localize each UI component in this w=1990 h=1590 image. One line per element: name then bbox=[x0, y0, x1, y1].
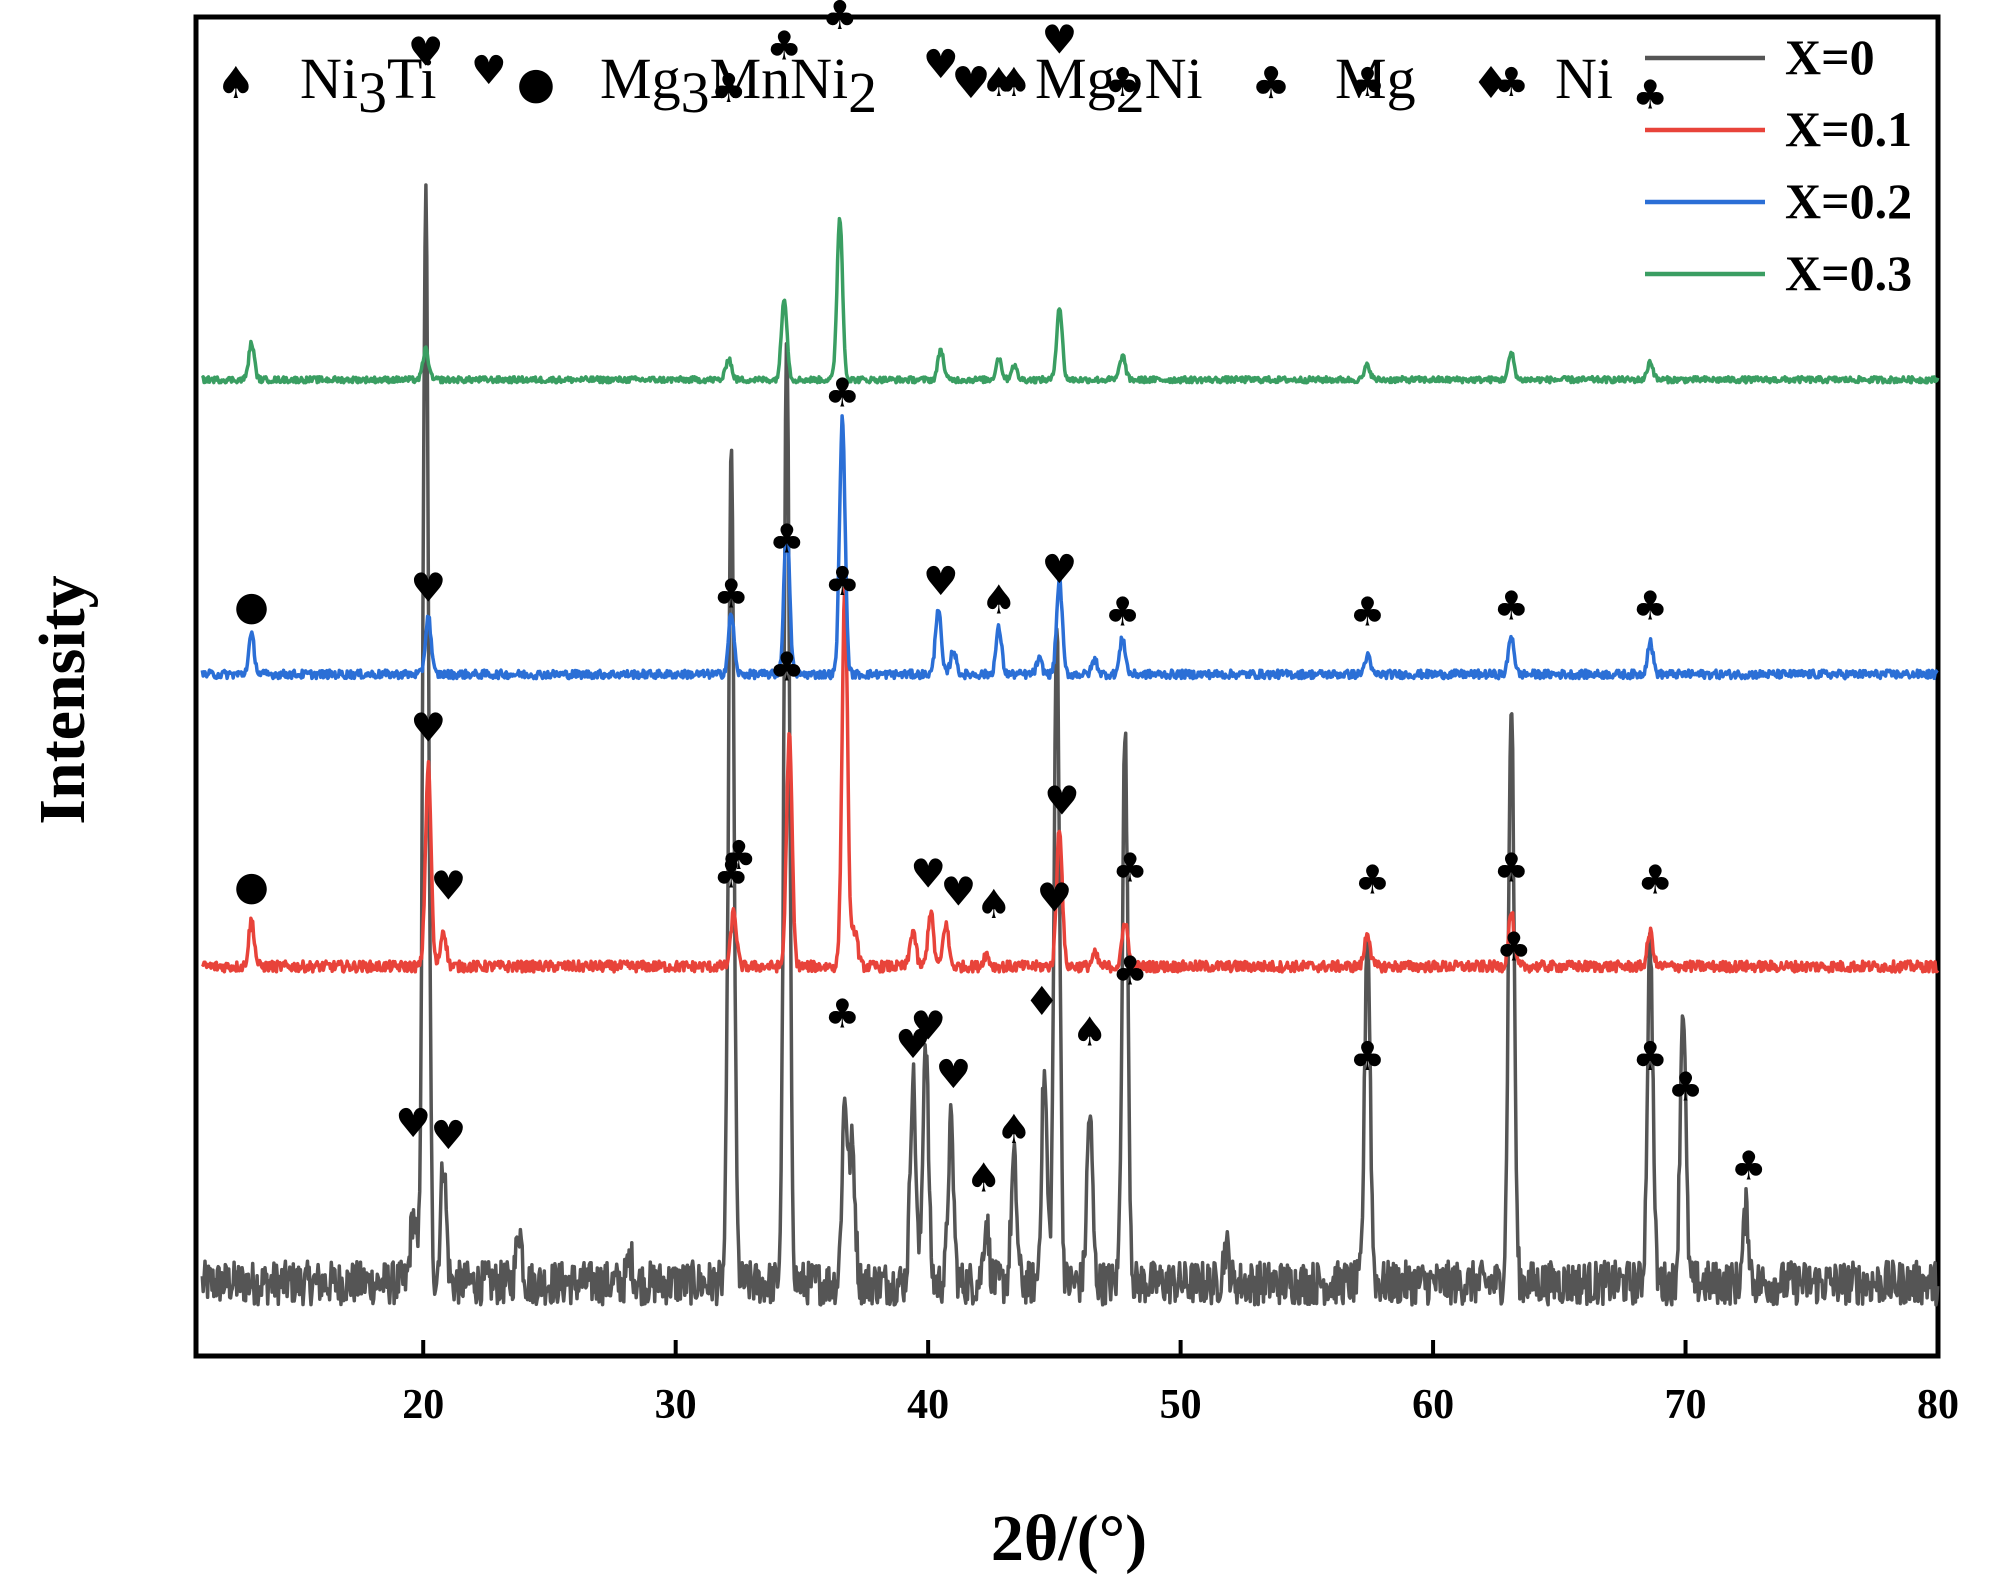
peak-marker: ♣ bbox=[824, 371, 860, 417]
legend-label: X=0.3 bbox=[1785, 245, 1912, 301]
peak-marker: ♣ bbox=[1355, 857, 1391, 903]
peak-marker: ♣ bbox=[1112, 845, 1148, 891]
phase-label: Mg2Ni bbox=[1035, 46, 1203, 125]
peak-marker: ♣ bbox=[1105, 590, 1141, 636]
peak-marker: ♥ bbox=[910, 1004, 946, 1050]
peak-marker: ♥ bbox=[471, 48, 507, 94]
x-axis: 20 30 40 50 60 70 80 bbox=[402, 1340, 1959, 1428]
peak-marker: ♥ bbox=[1041, 547, 1077, 593]
peak-marker: ♣ bbox=[1632, 1034, 1668, 1080]
peak-marker: ♣ bbox=[1496, 924, 1532, 970]
peak-marker: ♣ bbox=[1112, 949, 1148, 995]
phase-symbol: ♣ bbox=[1251, 58, 1290, 109]
peak-marker: ♥ bbox=[923, 559, 959, 605]
x-tick-label: 20 bbox=[402, 1382, 444, 1428]
peak-marker: ♥ bbox=[410, 565, 446, 611]
peak-marker: ♥ bbox=[408, 30, 444, 76]
peak-marker: ♦ bbox=[1024, 979, 1060, 1025]
peak-marker: ♣ bbox=[1731, 1143, 1767, 1189]
peak-marker: ♠ bbox=[996, 60, 1032, 106]
x-tick-label: 40 bbox=[907, 1382, 949, 1428]
peak-marker: ♣ bbox=[824, 991, 860, 1037]
peak-marker: ♠ bbox=[981, 60, 1017, 106]
x-tick-label: 50 bbox=[1160, 1382, 1202, 1428]
peak-markers: ♥ ♥ ♣♣♣♥ ♠♠♥♣ ♣ ♣ ♣● ♥ ♣♣♣♥ ♠♥♣ ♣ ♣ ♣●♥♥ ♣♣♣♥♥ ♠♥♣ ♣ ♣ ♣♥… bbox=[234, 0, 1766, 1202]
x-tick-label: 30 bbox=[655, 1382, 697, 1428]
series-line-2 bbox=[200, 414, 1939, 681]
peak-marker: ♥ bbox=[1041, 18, 1077, 64]
x-tick-label: 70 bbox=[1665, 1382, 1707, 1428]
peak-marker: ♣ bbox=[1350, 590, 1386, 636]
peak-marker: ♥ bbox=[941, 870, 977, 916]
phase-key-item: ● Mg3MnNi2 bbox=[517, 46, 877, 125]
peak-marker: ● bbox=[234, 864, 269, 910]
phase-symbol: ♠ bbox=[216, 58, 255, 109]
peak-marker: ♣ bbox=[1350, 60, 1386, 106]
phase-symbol: ♦ bbox=[1471, 58, 1510, 109]
series-layer bbox=[200, 183, 1940, 1307]
peak-marker: ♣ bbox=[1632, 584, 1668, 630]
peak-marker: ♣ bbox=[713, 851, 749, 897]
peak-marker: ♠ bbox=[1072, 1010, 1108, 1056]
x-axis-title: 2θ/(°) bbox=[991, 1502, 1147, 1575]
peak-marker: ♣ bbox=[1350, 1034, 1386, 1080]
phase-symbol: ● bbox=[517, 58, 555, 109]
legend-label: X=0.1 bbox=[1785, 101, 1912, 157]
phase-label: Ni bbox=[1555, 46, 1613, 111]
peak-marker: ♣ bbox=[1637, 857, 1673, 903]
peak-marker: ♥ bbox=[410, 705, 446, 751]
phase-key-item: ♣ Mg bbox=[1251, 46, 1415, 111]
peak-marker: ♥ bbox=[923, 42, 959, 88]
peak-marker: ♠ bbox=[996, 1107, 1032, 1153]
phase-key-item: ♦ Ni bbox=[1471, 46, 1613, 111]
peak-marker: ♥ bbox=[935, 1052, 971, 1098]
peak-marker: ♠ bbox=[981, 577, 1017, 623]
x-tick-label: 80 bbox=[1917, 1382, 1959, 1428]
peak-marker: ♣ bbox=[711, 66, 747, 112]
y-axis-title: Intensity bbox=[26, 575, 99, 824]
phase-label: Ni3Ti bbox=[300, 46, 437, 125]
phase-label: Mg3MnNi2 bbox=[600, 46, 877, 125]
peak-marker: ♣ bbox=[1493, 60, 1529, 106]
phase-key-item: ♥ Mg2Ni bbox=[951, 46, 1202, 125]
phase-symbol: ♥ bbox=[951, 58, 990, 109]
phase-legend: ♠ Ni3Ti ● Mg3MnNi2 ♥ Mg2Ni ♣ Mg ♦ Ni bbox=[216, 46, 1613, 125]
peak-marker: ♣ bbox=[1632, 72, 1668, 118]
peak-marker: ♣ bbox=[769, 517, 805, 563]
peak-marker: ♣ bbox=[1493, 845, 1529, 891]
phase-key-item: ♠ Ni3Ti bbox=[216, 46, 436, 125]
phase-label: Mg bbox=[1335, 46, 1416, 111]
legend-label: X=0 bbox=[1785, 29, 1875, 85]
peak-marker: ♣ bbox=[721, 833, 757, 879]
peak-marker: ♣ bbox=[824, 559, 860, 605]
peak-marker: ♣ bbox=[766, 24, 802, 70]
series-line-1 bbox=[200, 586, 1940, 974]
peak-marker: ♥ bbox=[910, 851, 946, 897]
peak-marker: ♥ bbox=[395, 1101, 431, 1147]
peak-marker: ♥ bbox=[1036, 876, 1072, 922]
plot-frame bbox=[193, 14, 1941, 1359]
peak-marker: ♠ bbox=[976, 882, 1012, 928]
peak-marker: ♣ bbox=[822, 0, 858, 39]
peak-marker: ♣ bbox=[1493, 584, 1529, 630]
legend-label: X=0.2 bbox=[1785, 173, 1912, 229]
series-line-0 bbox=[200, 183, 1940, 1307]
peak-marker: ♥ bbox=[895, 1022, 931, 1068]
peak-marker: ♥ bbox=[431, 1113, 467, 1159]
peak-marker: ♥ bbox=[431, 864, 467, 910]
peak-marker: ♣ bbox=[1668, 1064, 1704, 1110]
peak-marker: ♥ bbox=[1044, 778, 1080, 824]
peak-marker: ● bbox=[234, 584, 269, 630]
peak-marker: ♠ bbox=[966, 1156, 1002, 1202]
x-tick-label: 60 bbox=[1412, 1382, 1454, 1428]
peak-marker: ♣ bbox=[1105, 60, 1141, 106]
peak-marker: ♣ bbox=[769, 644, 805, 690]
peak-marker: ♣ bbox=[713, 571, 749, 617]
series-line-3 bbox=[200, 216, 1940, 385]
legend: X=0 X=0.1 X=0.2 X=0.3 bbox=[1645, 29, 1912, 301]
